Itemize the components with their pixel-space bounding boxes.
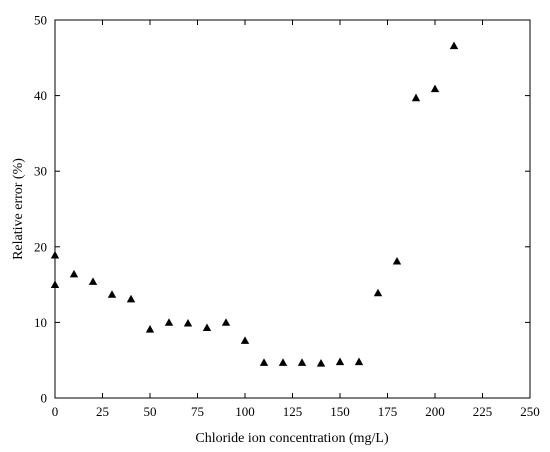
data-point	[183, 318, 193, 327]
data-point	[392, 256, 402, 265]
x-tick-label: 50	[144, 404, 157, 419]
x-axis-ticks: 0 25 50 75 100 125 150 175 200 225 250	[52, 20, 540, 419]
y-tick-label: 40	[34, 88, 47, 103]
data-point	[240, 336, 250, 344]
x-tick-label: 25	[96, 404, 109, 419]
data-point	[449, 41, 459, 50]
data-point	[126, 294, 136, 303]
y-axis-label: Relative error (%)	[11, 158, 26, 260]
data-point	[69, 269, 79, 278]
data-point	[430, 84, 440, 93]
data-point	[278, 358, 288, 366]
y-tick-label: 0	[41, 391, 48, 406]
y-tick-label: 20	[34, 239, 47, 254]
data-point	[50, 280, 60, 288]
data-point	[259, 358, 269, 366]
y-tick-label: 10	[34, 315, 47, 330]
data-point	[297, 358, 307, 366]
y-tick-label: 50	[34, 13, 47, 28]
x-tick-label: 125	[283, 404, 303, 419]
data-point	[354, 357, 364, 366]
data-point	[145, 325, 155, 333]
data-point	[164, 318, 174, 326]
data-point	[316, 359, 326, 367]
data-point	[221, 318, 231, 326]
x-tick-label: 225	[473, 404, 493, 419]
data-point	[202, 323, 212, 332]
x-tick-label: 75	[191, 404, 204, 419]
plot-frame	[54, 19, 531, 399]
x-tick-label: 150	[330, 404, 350, 419]
x-tick-label: 100	[235, 404, 255, 419]
data-point	[373, 288, 383, 297]
y-axis-ticks: 0 10 20 30 40 50	[34, 13, 530, 406]
data-point	[107, 290, 117, 298]
x-tick-label: 175	[378, 404, 398, 419]
x-tick-label: 200	[425, 404, 445, 419]
x-tick-label: 0	[52, 404, 59, 419]
data-points	[50, 41, 459, 367]
y-tick-label: 30	[34, 164, 47, 179]
data-point	[88, 277, 98, 285]
x-tick-label: 250	[520, 404, 540, 419]
x-axis-label: Chloride ion concentration (mg/L)	[195, 431, 389, 446]
data-point	[411, 93, 421, 102]
data-point	[50, 250, 60, 259]
data-point	[335, 357, 345, 366]
